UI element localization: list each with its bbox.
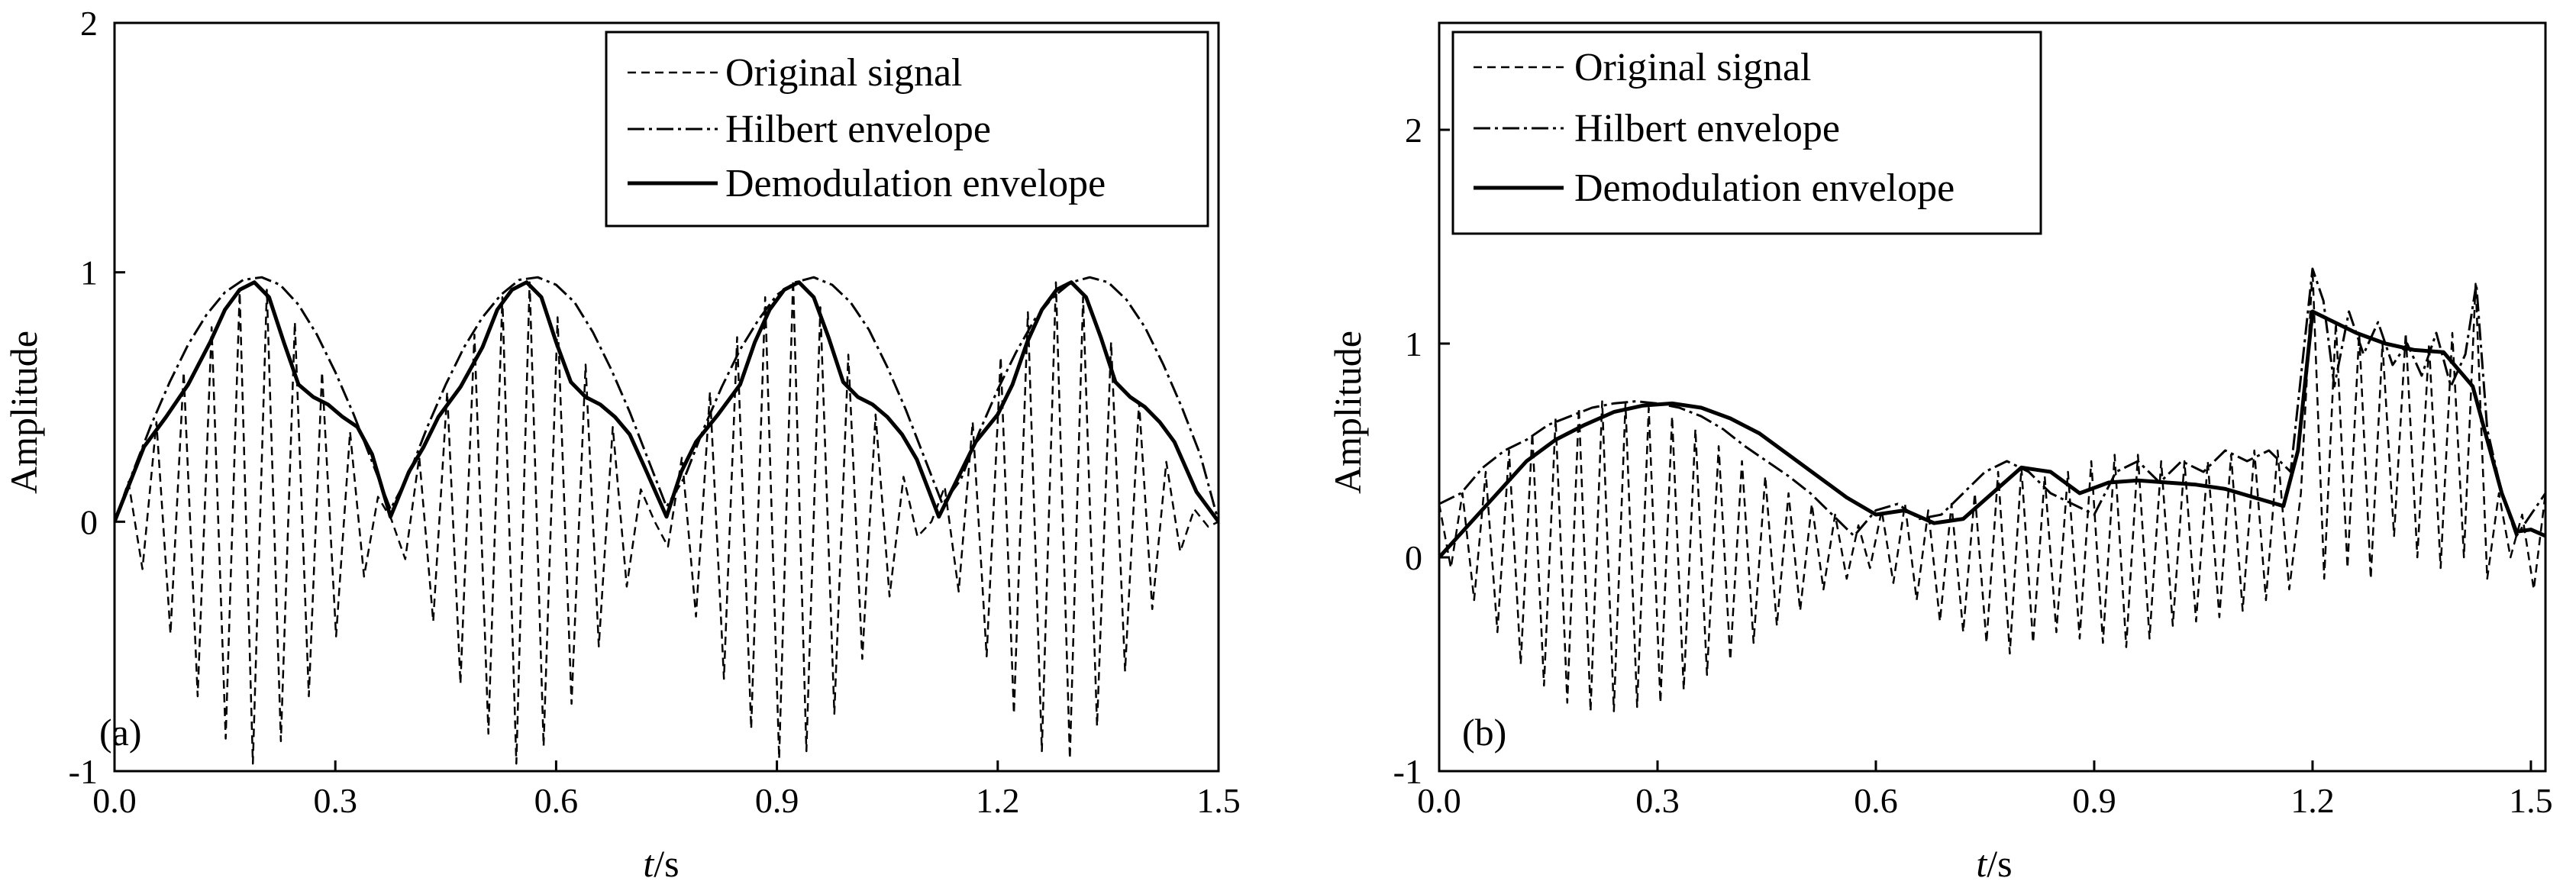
- panel-a-x-tick-label: 1.5: [1196, 781, 1241, 820]
- panel-a-x-axis-title-unit: /s: [654, 842, 679, 885]
- panel-b-legend: Original signal Hilbert envelope Demodul…: [1451, 31, 2042, 235]
- panel-b-x-tick-label: 0.9: [2072, 781, 2116, 820]
- panel-b-x-axis-title-var: t: [1976, 842, 1987, 885]
- panel-b-x-tick-label: 0.0: [1417, 781, 1461, 820]
- panel-a-series-demodulation-envelope-line: [115, 280, 1219, 523]
- panel-b-x-tick-label: 1.5: [2509, 781, 2553, 820]
- panel-a-y-tick-label: -1: [69, 752, 98, 791]
- panel-a-x-axis-title: t/s: [643, 842, 679, 885]
- panel-a-plot-frame: [113, 21, 1220, 773]
- panel-a-label: (a): [99, 711, 142, 754]
- panel-b-y-tick-label: -1: [1393, 752, 1422, 791]
- panel-a-legend-label-hilbert: Hilbert envelope: [725, 108, 991, 151]
- panel-b-series-hilbert-envelope-line: [1439, 267, 2545, 538]
- panel-b-x-tick-label: 0.6: [1854, 781, 1898, 820]
- panel-a-legend-label-demod: Demodulation envelope: [725, 162, 1106, 205]
- panel-a-x-tick-label: 0.0: [92, 781, 137, 820]
- panel-b-y-tick-label: 2: [1405, 111, 1422, 150]
- panel-b-series-demodulation-envelope-line: [1439, 309, 2545, 559]
- panel-b-x-tick-label: 0.3: [1635, 781, 1680, 820]
- panel-b-x-axis-title: t/s: [1976, 842, 2012, 885]
- panel-a-y-tick-label: 1: [80, 253, 98, 292]
- panel-b-legend-label-original: Original signal: [1574, 46, 1812, 89]
- panel-b-chart: Original signal Hilbert envelope Demodul…: [1326, 21, 2553, 885]
- panel-a-x-tick-label: 0.6: [534, 781, 579, 820]
- panel-a-x-tick-label: 0.3: [313, 781, 357, 820]
- panel-a-y-tick-label: 2: [80, 4, 98, 43]
- panel-a-legend-label-original: Original signal: [725, 51, 963, 95]
- panel-b-x-axis-title-unit: /s: [1987, 842, 2012, 885]
- panel-a-x-tick-label: 0.9: [755, 781, 799, 820]
- panel-a-legend: Original signal Hilbert envelope Demodul…: [605, 31, 1209, 228]
- panel-b-legend-box: [1451, 31, 2042, 235]
- panel-b-x-tick-label: 1.2: [2290, 781, 2335, 820]
- panel-a-series-original-signal-line: [115, 279, 1219, 765]
- panel-a-x-tick-label: 1.2: [976, 781, 1020, 820]
- panel-a-series-hilbert-envelope-line: [115, 276, 1219, 522]
- panel-b-legend-label-hilbert: Hilbert envelope: [1574, 107, 1840, 150]
- panel-a-y-tick-label: 0: [80, 502, 98, 541]
- panel-b-y-tick-label: 0: [1405, 538, 1422, 577]
- panel-b-label: (b): [1462, 711, 1506, 754]
- panel-b-plot-frame: [1438, 21, 2547, 773]
- panel-b-y-tick-label: 1: [1405, 324, 1422, 363]
- panel-a-y-axis-title: Amplitude: [2, 331, 45, 494]
- panel-a-legend-box: [605, 31, 1209, 228]
- panel-a-chart: Original signal Hilbert envelope Demodul…: [2, 4, 1241, 885]
- panel-b-legend-label-demod: Demodulation envelope: [1574, 166, 1955, 210]
- panel-b-series-original-signal-line: [1439, 267, 2545, 712]
- panel-b-y-axis-title: Amplitude: [1326, 331, 1369, 494]
- panel-a-x-axis-title-var: t: [643, 842, 654, 885]
